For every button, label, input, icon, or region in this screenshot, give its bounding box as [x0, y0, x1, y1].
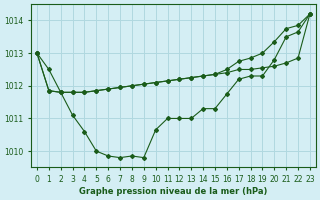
X-axis label: Graphe pression niveau de la mer (hPa): Graphe pression niveau de la mer (hPa) — [79, 187, 268, 196]
